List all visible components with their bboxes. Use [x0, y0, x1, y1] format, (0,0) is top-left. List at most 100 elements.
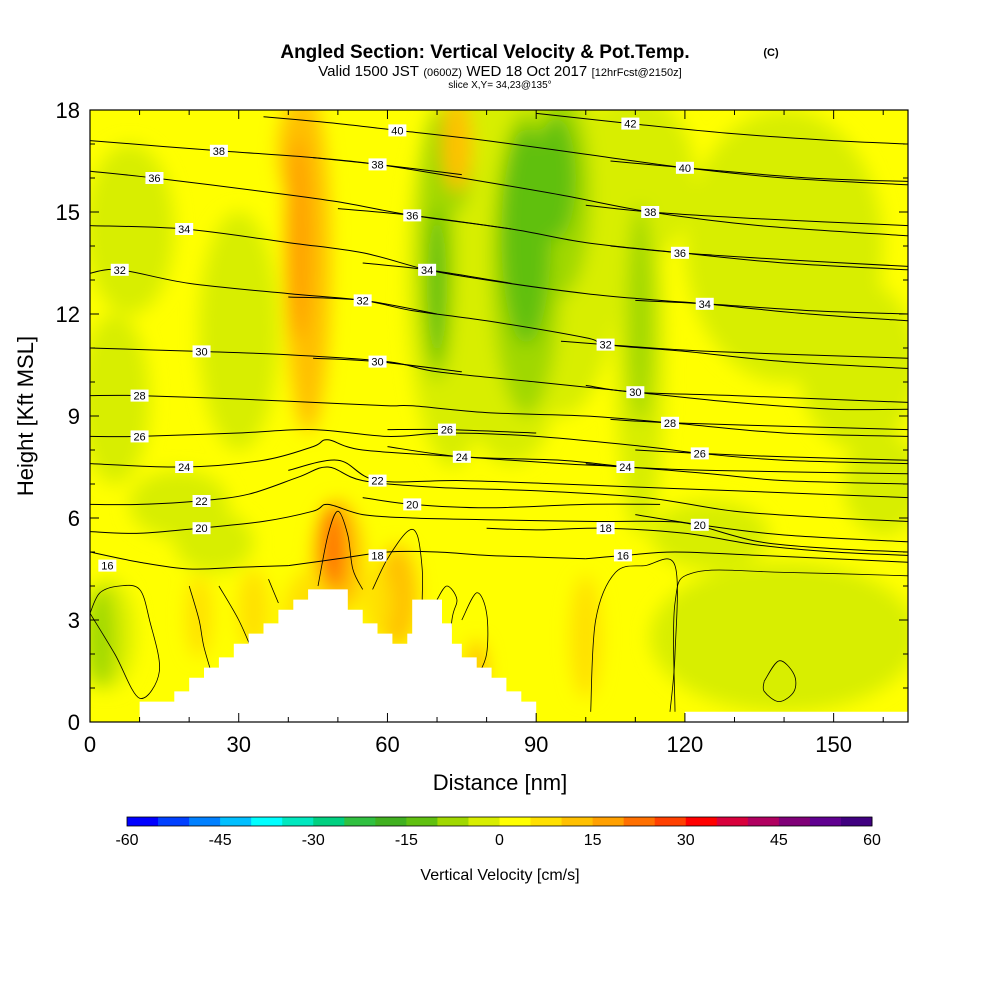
- colorbar-swatch: [716, 817, 749, 826]
- theta-label-bg: [353, 294, 372, 307]
- theta-label-text: 42: [624, 119, 636, 131]
- colorbar-swatch: [189, 817, 221, 826]
- colorbar-swatch: [499, 817, 532, 826]
- theta-label-bg: [175, 461, 194, 473]
- theta-label-bg: [110, 263, 129, 276]
- x-tick-label: 150: [815, 732, 852, 757]
- theta-label-text: 32: [114, 265, 126, 277]
- theta-contour-line: [362, 497, 661, 509]
- theta-label-text: 32: [599, 340, 611, 352]
- theta-contour-line: [90, 225, 908, 322]
- fill-blob: [186, 575, 212, 658]
- theta-label: 36: [670, 246, 689, 260]
- theta-label-text: 22: [195, 496, 207, 508]
- fill-blob: [441, 110, 472, 192]
- colorbar-swatch: [840, 817, 873, 826]
- fill-blob: [199, 212, 279, 450]
- theta-contour-line: [288, 459, 908, 499]
- theta-label: 20: [192, 522, 211, 535]
- velocity-contour-line: [90, 584, 160, 699]
- y-tick-label: 3: [68, 608, 80, 633]
- theta-label-bg: [130, 430, 149, 443]
- colorbar-swatch: [747, 817, 780, 826]
- colorbar-swatch: [406, 817, 438, 826]
- theta-label-bg: [145, 172, 164, 184]
- theta-label-bg: [388, 124, 407, 137]
- y-tick-label: 0: [68, 710, 80, 735]
- fill-blob: [285, 137, 311, 342]
- subtitle-valid: Valid 1500 JST: [318, 63, 419, 80]
- fill-blob: [321, 504, 345, 593]
- colorbar-label: Vertical Velocity [cm/s]: [420, 867, 579, 884]
- theta-label-bg: [695, 297, 714, 310]
- theta-label-text: 32: [357, 295, 369, 307]
- colorbar-tick-label: 15: [584, 832, 602, 849]
- theta-label-bg: [690, 447, 709, 460]
- theta-contour-line: [90, 347, 908, 411]
- fill-blob: [427, 208, 447, 365]
- fill-blob: [362, 569, 393, 637]
- colorbar-tick-label: 0: [495, 832, 504, 849]
- theta-label: 28: [130, 389, 149, 403]
- terrain: [90, 589, 908, 722]
- theta-label: 18: [596, 522, 615, 535]
- colorbar-swatch: [592, 817, 625, 826]
- fill-blob: [650, 562, 908, 712]
- colorbar-swatch: [530, 817, 563, 826]
- velocity-contour-line: [673, 569, 908, 712]
- velocity-contour-line: [762, 660, 797, 703]
- colorbar-swatch: [158, 817, 190, 826]
- theta-label-bg: [130, 389, 149, 402]
- theta-contours: [90, 112, 908, 570]
- theta-label-text: 20: [195, 523, 207, 535]
- theta-label-text: 30: [371, 357, 383, 369]
- chart-title-suffix: (C): [763, 47, 779, 59]
- theta-label-bg: [368, 474, 387, 487]
- fill-blobs: [90, 110, 908, 712]
- colorbar-swatch: [344, 817, 376, 826]
- theta-contour-line: [90, 439, 908, 485]
- theta-label: 38: [209, 144, 228, 158]
- colorbar-swatch: [127, 817, 159, 826]
- theta-label-text: 30: [629, 387, 641, 399]
- colorbar-tick-label: -45: [209, 832, 232, 849]
- theta-label: 36: [403, 209, 422, 222]
- theta-contour-line: [610, 245, 908, 267]
- theta-label-text: 34: [699, 299, 711, 311]
- theta-label: 32: [353, 294, 372, 307]
- x-tick-label: 60: [375, 732, 399, 757]
- theta-label-bg: [368, 355, 387, 368]
- theta-label-bg: [98, 559, 117, 572]
- theta-label-bg: [596, 522, 615, 535]
- theta-label: 24: [452, 450, 471, 464]
- theta-label: 32: [596, 338, 615, 352]
- colorbar-swatch: [468, 817, 500, 826]
- theta-label-bg: [175, 223, 194, 235]
- theta-label: 24: [175, 461, 194, 474]
- theta-label: 26: [130, 430, 149, 443]
- colorbar-swatch: [685, 817, 718, 826]
- x-tick-label: 30: [226, 732, 250, 757]
- theta-label-bg: [192, 522, 211, 535]
- theta-label: 40: [388, 124, 407, 137]
- theta-label-text: 24: [619, 462, 631, 474]
- theta-label-bg: [675, 161, 694, 174]
- theta-label-bg: [621, 117, 640, 130]
- chart-title: Angled Section: Vertical Velocity & Pot.…: [280, 42, 689, 63]
- theta-label-text: 26: [694, 448, 706, 460]
- terrain-shape: [90, 589, 908, 722]
- theta-label: 40: [675, 161, 694, 175]
- y-tick-label: 18: [56, 98, 80, 123]
- fill-blob: [570, 575, 601, 699]
- theta-contour-line: [288, 550, 586, 567]
- x-tick-label: 0: [84, 732, 96, 757]
- theta-label-text: 36: [148, 173, 160, 185]
- theta-label-bg: [418, 263, 437, 276]
- fill-blob: [536, 116, 576, 240]
- y-tick-label: 6: [68, 506, 80, 531]
- theta-contour-line: [387, 446, 626, 468]
- theta-label: 30: [626, 386, 645, 399]
- theta-label-text: 38: [644, 207, 656, 219]
- colorbar-tick-label: 60: [863, 832, 881, 849]
